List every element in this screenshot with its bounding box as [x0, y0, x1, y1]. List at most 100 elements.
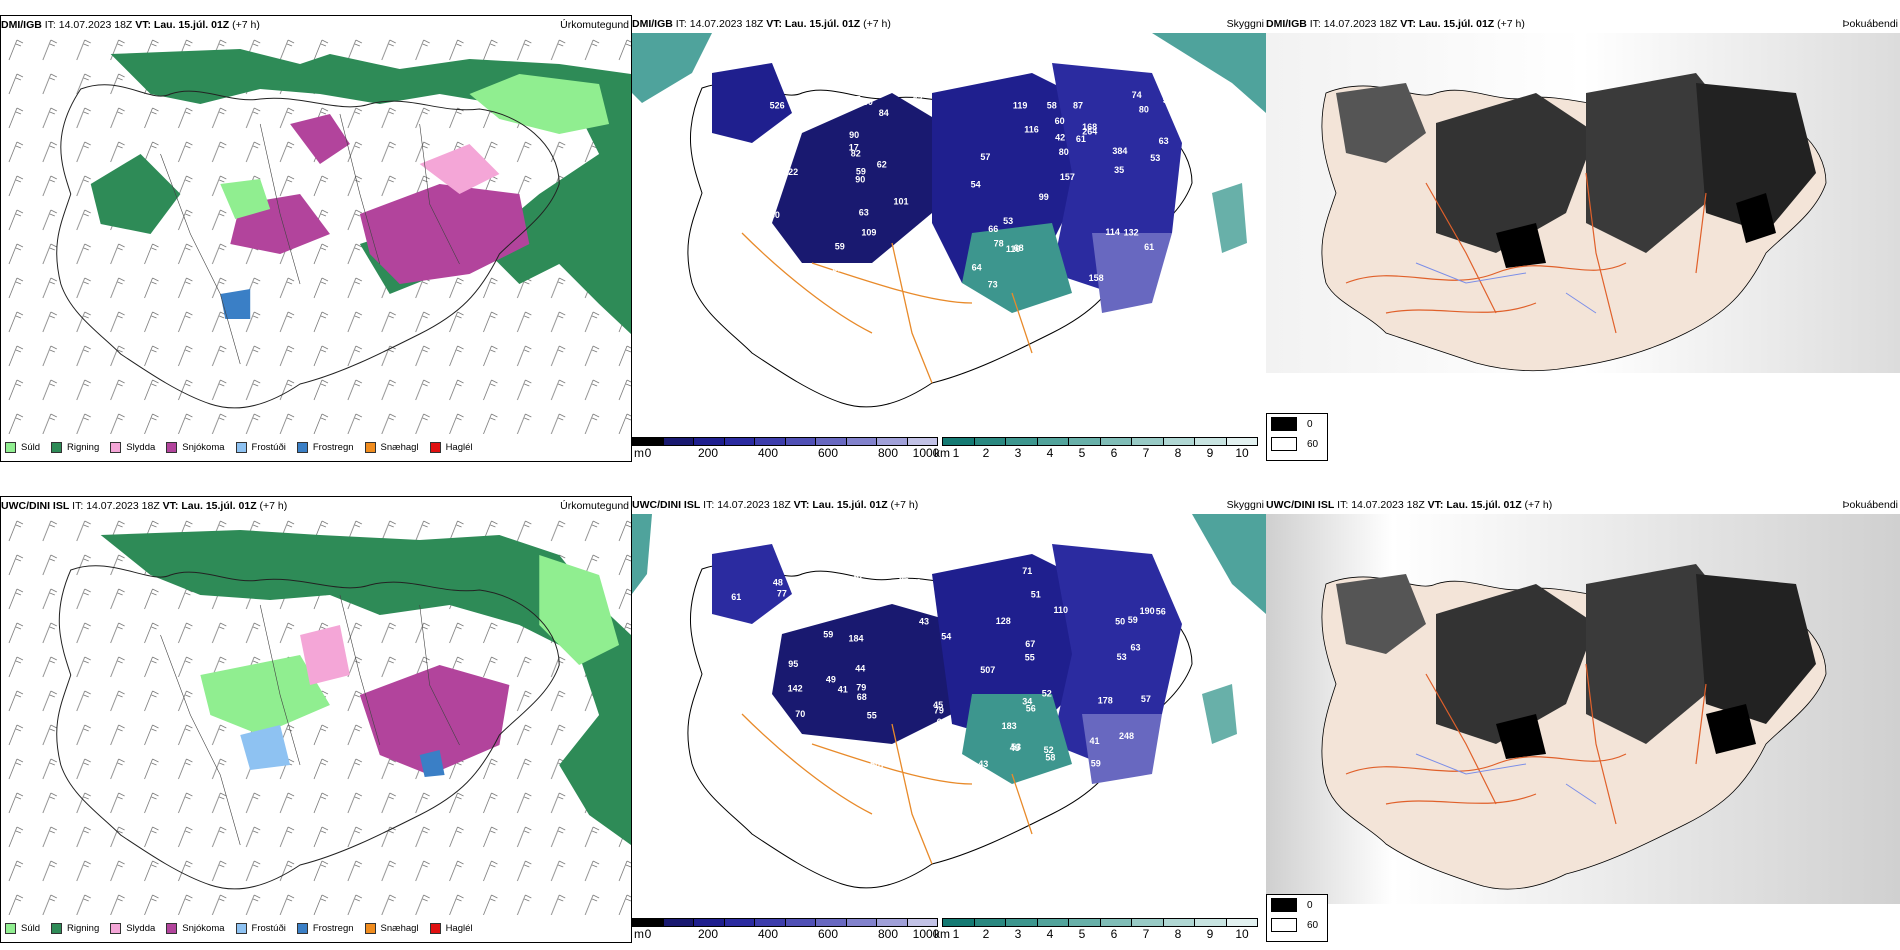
init-time-label: IT: — [1337, 499, 1349, 511]
cloud-base-label: 87 — [851, 94, 861, 104]
cloud-base-label: 60 — [1055, 116, 1065, 126]
panel-title: Úrkomutegund — [560, 500, 629, 512]
cloud-base-label: 116 — [1024, 125, 1039, 135]
fog-map — [1266, 514, 1900, 904]
cloud-map: 181 73 59 74 53 101 110 63 53 57 53 59 47 60 60 67 63 90 5… — [632, 33, 1266, 433]
cloud-base-label: 17 — [849, 142, 859, 152]
cloud-base-label: 49 — [826, 674, 836, 684]
cloud-base-label: 35 — [1114, 165, 1124, 175]
cloud-base-label: 64 — [778, 253, 788, 263]
ceiling-ticks: m 0 200 400 600 800 1000 — [634, 927, 940, 941]
cloud-base-label: 63 — [1159, 136, 1169, 146]
cloud-base-label: 110 — [1054, 605, 1069, 615]
cloud-base-label: 157 — [1060, 172, 1075, 182]
cloud-base-label: 52 — [1042, 689, 1052, 699]
visibility-unit: km — [934, 446, 950, 460]
cloud-base-label: 59 — [1128, 615, 1138, 625]
precip-panel-bottom: UWC/DINI ISL IT: 14.07.2023 18Z VT: Lau.… — [0, 496, 632, 943]
init-time: 14.07.2023 18Z — [1323, 18, 1398, 30]
cloud-base-label: 79 — [856, 682, 866, 692]
cloud-base-label: 109 — [861, 227, 876, 237]
cloud-base-label: 80 — [1059, 147, 1069, 157]
fog-panel-bottom: UWC/DINI ISL IT: 14.07.2023 18Z VT: Lau.… — [1266, 496, 1900, 943]
forecast-offset: (+7 h) — [1497, 18, 1525, 30]
cloud-base-label: 52 — [1044, 745, 1054, 755]
cloud-base-label: 376 — [756, 219, 771, 229]
valid-time: VT: Lau. 15.júl. 01Z — [1400, 18, 1495, 30]
model-name: DMI/IGB — [1266, 18, 1307, 30]
visibility-colorbar-cells — [942, 918, 1258, 927]
cloud-base-label: 183 — [1002, 721, 1017, 731]
legend-item-slydda: Slydda — [110, 922, 155, 934]
cloud-base-label: 74 — [1132, 90, 1142, 100]
legend-item-snaehagl: Snæhagl — [364, 441, 419, 453]
cloud-base-label: 132 — [1124, 228, 1139, 238]
cloud-base-label: 64 — [972, 262, 982, 272]
cloud-base-label: 87 — [1073, 101, 1083, 111]
cloud-base-label: 63 — [1130, 642, 1140, 652]
legend-item-sudl: Súld — [5, 441, 40, 453]
cloud-base-label: 47 — [748, 280, 758, 290]
fog-map — [1266, 33, 1900, 373]
cloud-base-label: 58 — [1047, 100, 1057, 110]
visibility-ticks: km 1 2 3 4 5 6 7 8 9 10 — [934, 446, 1249, 460]
cloud-base-label: 158 — [1089, 273, 1104, 283]
fog-legend-item-min: 0 — [1267, 895, 1327, 915]
cloud-base-label: 48 — [773, 578, 783, 588]
cloud-base-label: 82 — [851, 148, 861, 158]
cloud-base-label: 62 — [877, 160, 887, 170]
cloud-panel-bottom: UWC/DINI ISL IT: 14.07.2023 18Z VT: Lau.… — [632, 496, 1266, 943]
cloud-base-label: 59 — [835, 242, 845, 252]
init-time-label: IT: — [703, 499, 715, 511]
cloud-base-label: 53 — [1150, 153, 1160, 163]
cloud-base-label: 56 — [1026, 704, 1036, 714]
cloud-base-label: 55 — [1025, 653, 1035, 663]
forecast-offset: (+7 h) — [863, 18, 891, 30]
cloud-base-label: 43 — [923, 737, 933, 747]
cloud-base-label: 70 — [795, 709, 805, 719]
cloud-base-label: 57 — [980, 152, 990, 162]
init-time-label: IT: — [675, 18, 687, 30]
cloud-base-label: 59 — [823, 630, 833, 640]
cloud-base-label: 34 — [1022, 696, 1032, 706]
cloud-base-label: 47 — [1167, 713, 1177, 723]
legend-item-frostudi: Frostúði — [235, 441, 286, 453]
valid-time: VT: Lau. 15.júl. 01Z — [162, 500, 257, 512]
fog-panel-top: DMI/IGB IT: 14.07.2023 18Z VT: Lau. 15.j… — [1266, 15, 1900, 462]
precip-map — [1, 515, 631, 915]
legend-item-haglel: Haglél — [429, 922, 473, 934]
cloud-base-label: 99 — [1039, 192, 1049, 202]
cloud-base-label: 181 — [748, 223, 763, 233]
legend-item-haglel: Haglél — [429, 441, 473, 453]
panel-header: DMI/IGB IT: 14.07.2023 18Z VT: Lau. 15.j… — [632, 15, 1266, 33]
cloud-base-label: 184 — [848, 633, 863, 643]
cloud-base-label: 51 — [1031, 590, 1041, 600]
panel-header: UWC/DINI ISL IT: 14.07.2023 18Z VT: Lau.… — [1, 497, 631, 515]
model-name: DMI/IGB — [632, 18, 673, 30]
valid-time: VT: Lau. 15.júl. 01Z — [766, 18, 861, 30]
cloud-base-label: 168 — [1082, 122, 1097, 132]
panel-header: DMI/IGB IT: 14.07.2023 18Z VT: Lau. 15.j… — [1266, 15, 1900, 33]
init-time-label: IT: — [44, 19, 56, 31]
cloud-base-label: 78 — [994, 238, 1004, 248]
cloud-base-label: 54 — [971, 180, 981, 190]
cloud-base-label: 114 — [1105, 227, 1120, 237]
cloud-base-label: 53 — [1163, 95, 1173, 105]
cloud-base-label: 53 — [1003, 216, 1013, 226]
cloud-base-label: 41 — [1089, 736, 1099, 746]
ceiling-unit: m — [634, 446, 644, 460]
forecast-offset: (+7 h) — [1524, 499, 1553, 511]
cloud-base-label: 71 — [1022, 566, 1032, 576]
cloud-base-label: 66 — [988, 224, 998, 234]
cloud-base-label: 95 — [788, 659, 798, 669]
cloud-base-label: 41 — [838, 684, 848, 694]
cloud-base-label: 96 — [899, 574, 909, 584]
cloud-base-label: 56 — [779, 130, 789, 140]
cloud-base-label: 58 — [1045, 752, 1055, 762]
ceiling-colorbar: m 0 200 400 600 800 1000 — [632, 918, 940, 941]
cloud-base-label: 61 — [731, 592, 741, 602]
cloud-base-label: 68 — [1014, 243, 1024, 253]
forecast-offset: (+7 h) — [259, 500, 288, 512]
cloud-base-label: 43 — [919, 616, 929, 626]
cloud-base-label: 59 — [1091, 759, 1101, 769]
